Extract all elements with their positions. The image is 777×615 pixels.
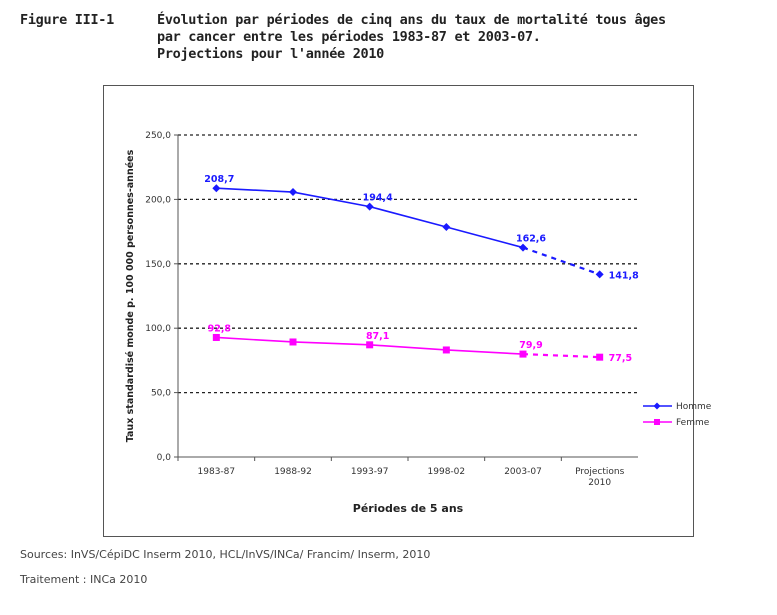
x-axis-title: Périodes de 5 ans (353, 502, 464, 515)
chart-frame (103, 85, 694, 537)
legend-label: Homme (676, 402, 712, 412)
data-point (366, 341, 374, 349)
data-label: 79,9 (519, 340, 542, 351)
legend-marker (654, 419, 660, 425)
y-tick-label: 100,0 (145, 324, 171, 334)
x-tick-label: 1993-97 (351, 467, 389, 477)
data-label: 92,8 (208, 323, 232, 334)
data-point (289, 188, 297, 197)
data-label: 208,7 (204, 174, 234, 185)
data-label: 162,6 (516, 234, 546, 245)
x-tick-label: Projections (575, 467, 625, 477)
figure-label: Figure III-1 (20, 12, 114, 28)
data-label: 194,4 (363, 193, 393, 204)
title-line-1: Évolution par périodes de cinq ans du ta… (157, 12, 666, 28)
data-label: 77,5 (609, 353, 632, 364)
y-tick-label: 200,0 (145, 195, 171, 205)
data-label: 87,1 (366, 331, 389, 342)
sources-note: Sources: InVS/CépiDC Inserm 2010, HCL/In… (20, 548, 431, 561)
data-point (596, 353, 604, 361)
treatment-note: Traitement : INCa 2010 (20, 573, 148, 586)
x-tick-label: 2003-07 (504, 467, 542, 477)
title-line-3: Projections pour l'année 2010 (157, 46, 385, 62)
y-tick-label: 50,0 (151, 389, 171, 399)
y-tick-label: 0,0 (157, 453, 172, 463)
x-tick-label: 1983-87 (198, 467, 236, 477)
data-point (212, 184, 221, 193)
legend-label: Femme (676, 418, 710, 428)
x-tick-label: 2010 (588, 478, 611, 488)
data-label: 141,8 (609, 270, 639, 281)
data-point (442, 346, 450, 354)
y-axis-title: Taux standardisé monde p. 100 000 person… (125, 149, 136, 442)
data-point (519, 243, 527, 252)
data-point (519, 350, 527, 358)
projection-line-femme (522, 352, 600, 359)
x-tick-label: 1988-92 (274, 467, 312, 477)
y-tick-label: 250,0 (145, 131, 171, 141)
x-tick-label: 1998-02 (428, 467, 466, 477)
data-point (595, 270, 604, 279)
title-line-2: par cancer entre les périodes 1983-87 et… (157, 29, 541, 45)
y-tick-label: 150,0 (145, 260, 171, 270)
projection-line-homme (522, 246, 601, 276)
data-point (289, 338, 297, 346)
data-point (442, 222, 451, 231)
data-point (365, 202, 374, 211)
data-point (212, 333, 220, 341)
figure-title: Évolution par périodes de cinq ans du ta… (157, 12, 767, 63)
legend-marker (653, 402, 661, 410)
